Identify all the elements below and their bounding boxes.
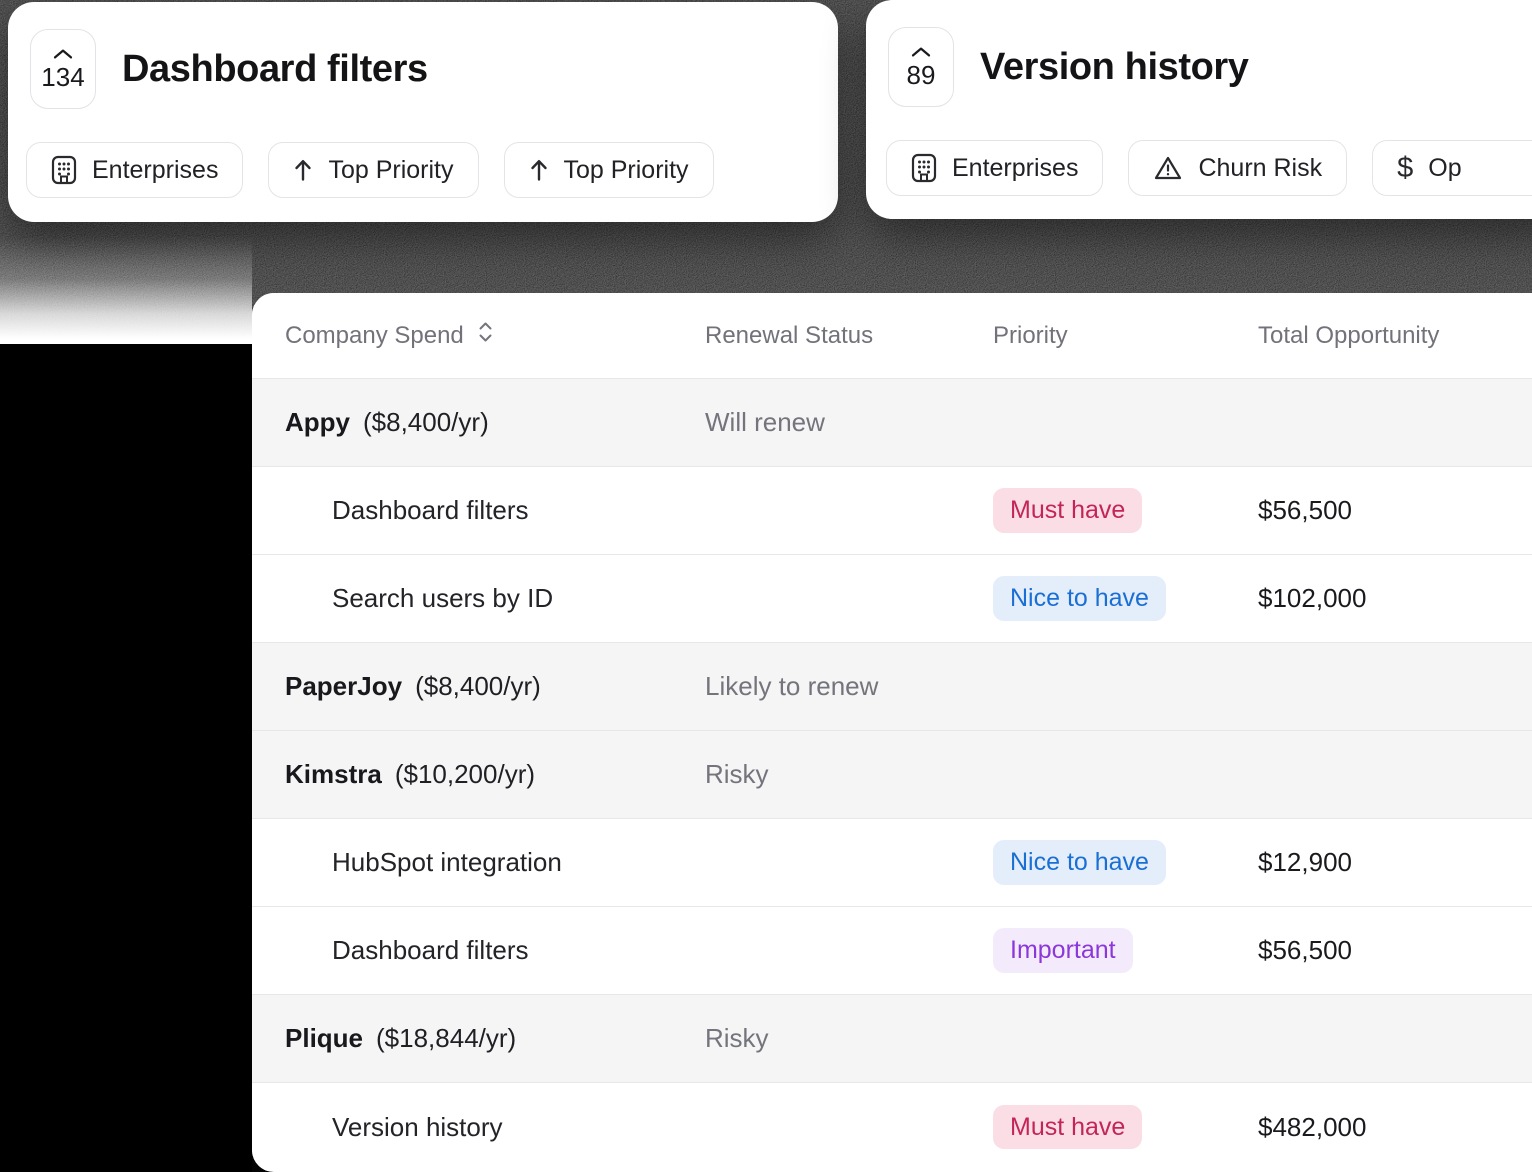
column-header-renewal-status: Renewal Status (705, 321, 874, 349)
renewal-status: Risky (705, 759, 769, 789)
left-black-panel (0, 344, 252, 1172)
tag-label: Op (1428, 153, 1462, 182)
feature-card-dashboard-filters[interactable]: 134 Dashboard filters Enterprises Top Pr… (8, 2, 838, 222)
tag-top-priority[interactable]: Top Priority (503, 142, 714, 198)
column-header-total-opportunity: Total Opportunity (1258, 321, 1440, 349)
opportunity-value: $102,000 (1258, 583, 1367, 613)
company-name: PaperJoy (285, 671, 403, 701)
feature-name: Dashboard filters (332, 935, 529, 965)
feature-row-dashboard-filters-2[interactable]: Dashboard filters Important $56,500 (252, 907, 1532, 995)
arrow-up-icon (529, 158, 549, 182)
company-spend: ($18,844/yr) (376, 1023, 517, 1053)
chevron-up-icon (53, 49, 73, 59)
company-name: Plique (285, 1023, 364, 1053)
vote-count: 134 (41, 61, 85, 92)
renewal-status: Risky (705, 1023, 769, 1053)
arrow-up-icon (293, 158, 313, 182)
opportunity-value: $12,900 (1258, 847, 1352, 877)
column-header-priority: Priority (993, 321, 1068, 349)
tag-row: Enterprises Top Priority Top Priority (26, 142, 714, 198)
noise-fade-band (0, 236, 252, 344)
card-title: Dashboard filters (122, 47, 428, 90)
priority-badge[interactable]: Must have (993, 1104, 1143, 1150)
card-header: 134 Dashboard filters (30, 29, 428, 109)
feature-row-search-users-by-id[interactable]: Search users by ID Nice to have $102,000 (252, 555, 1532, 643)
table-header-row: Company Spend Renewal Status Priority To… (252, 293, 1532, 379)
company-name: Kimstra (285, 759, 382, 789)
tag-label: Top Priority (563, 155, 689, 184)
feature-row-dashboard-filters[interactable]: Dashboard filters Must have $56,500 (252, 467, 1532, 555)
renewal-status: Likely to renew (705, 671, 879, 701)
card-header: 89 Version history (888, 27, 1249, 107)
tag-label: Churn Risk (1198, 153, 1323, 182)
priority-badge[interactable]: Important (993, 928, 1133, 973)
tag-enterprises[interactable]: Enterprises (26, 142, 244, 198)
feature-name: HubSpot integration (332, 847, 562, 877)
building-icon (51, 155, 77, 185)
opportunity-value: $482,000 (1258, 1111, 1367, 1142)
warning-triangle-icon (1153, 155, 1183, 181)
company-spend: ($10,200/yr) (394, 759, 536, 789)
feature-row-hubspot-integration[interactable]: HubSpot integration Nice to have $12,900 (252, 819, 1532, 907)
company-row-appy[interactable]: Appy ($8,400/yr) Will renew (252, 379, 1532, 467)
chevron-up-icon (911, 47, 931, 57)
feature-row-version-history[interactable]: Version history Must have $482,000 (252, 1083, 1532, 1171)
company-spend: ($8,400/yr) (415, 671, 541, 701)
feature-card-version-history[interactable]: 89 Version history Enterprises Churn Ris… (866, 0, 1532, 219)
upvote-button[interactable]: 89 (888, 27, 954, 107)
tag-top-priority[interactable]: Top Priority (268, 142, 479, 198)
tag-enterprises[interactable]: Enterprises (886, 140, 1104, 196)
card-title: Version history (980, 45, 1249, 88)
opportunity-value: $56,500 (1258, 935, 1352, 965)
tag-label: Enterprises (952, 153, 1079, 182)
tag-label: Enterprises (92, 155, 219, 184)
dollar-icon: $ (1397, 151, 1414, 184)
company-row-kimstra[interactable]: Kimstra ($10,200/yr) Risky (252, 731, 1532, 819)
company-spend: ($8,400/yr) (363, 407, 489, 437)
tag-label: Top Priority (328, 155, 454, 184)
company-row-paperjoy[interactable]: PaperJoy ($8,400/yr) Likely to renew (252, 643, 1532, 731)
priority-badge[interactable]: Nice to have (993, 576, 1166, 621)
priority-badge[interactable]: Nice to have (993, 840, 1166, 885)
feature-name: Version history (332, 1111, 503, 1142)
opportunity-value: $56,500 (1258, 495, 1352, 525)
column-header-company-spend[interactable]: Company Spend (285, 319, 705, 352)
tag-churn-risk[interactable]: Churn Risk (1128, 140, 1348, 196)
tag-opportunity[interactable]: $ Op (1372, 140, 1532, 196)
priority-badge[interactable]: Must have (993, 488, 1143, 533)
building-icon (911, 153, 937, 183)
company-row-plique[interactable]: Plique ($18,844/yr) Risky (252, 995, 1532, 1083)
feature-name: Search users by ID (332, 583, 554, 613)
renewal-status: Will renew (705, 407, 825, 437)
upvote-button[interactable]: 134 (30, 29, 96, 109)
opportunity-table: Company Spend Renewal Status Priority To… (252, 293, 1532, 1172)
tag-row: Enterprises Churn Risk $ Op (886, 140, 1532, 196)
sort-chevrons-icon[interactable] (477, 319, 494, 352)
feature-name: Dashboard filters (332, 495, 529, 525)
company-name: Appy (285, 407, 350, 437)
vote-count: 89 (906, 59, 936, 90)
